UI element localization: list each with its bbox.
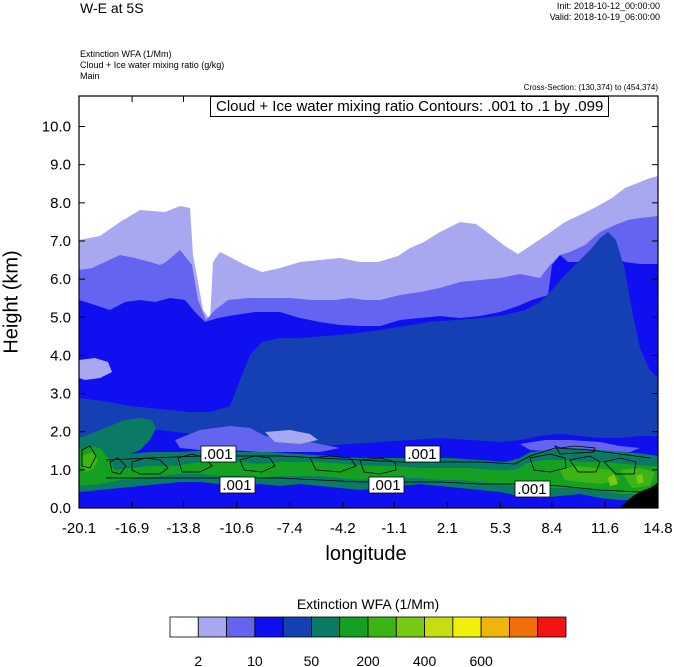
colorbar-label: 200 (356, 653, 380, 667)
y-axis: 0.0 1.0 2.0 3.0 4.0 5.0 6.0 7.0 8.0 9.0 10.0 (42, 119, 658, 517)
colorbar-swatch (367, 616, 397, 638)
x-tick-label: -7.4 (277, 520, 303, 537)
x-tick-label: 2.1 (437, 520, 458, 537)
colorbar-swatch (311, 616, 341, 638)
colorbar-swatch (395, 616, 425, 638)
x-tick-label: 5.3 (490, 520, 511, 537)
y-tick-label: 4.0 (50, 347, 71, 364)
y-axis-title: Height (km) (0, 250, 23, 354)
colorbar-swatch (480, 616, 510, 638)
contour-label: .001 (371, 477, 400, 494)
colorbar-swatch (282, 616, 312, 638)
colorbar-swatch (424, 616, 454, 638)
colorbar-swatch (537, 616, 567, 638)
y-tick-label: 9.0 (50, 157, 71, 174)
colorbar-swatch (509, 616, 539, 638)
x-tick-label: -10.6 (220, 520, 254, 537)
colorbar-swatch (254, 616, 284, 638)
y-tick-label: 0.0 (50, 500, 71, 517)
contour-label: .001 (222, 477, 251, 494)
x-tick-label: 11.6 (591, 520, 619, 537)
colorbar-label: 400 (413, 653, 437, 667)
colorbar-swatch (452, 616, 482, 638)
y-tick-label: 7.0 (50, 233, 71, 250)
x-tick-label: -20.1 (62, 520, 96, 537)
extinction-field (79, 96, 658, 508)
valid-time: Valid: 2018-10-19_06:00:00 (549, 12, 660, 22)
plot-title: W-E at 5S (80, 0, 144, 16)
colorbar-swatch (339, 616, 369, 638)
colorbar-label: 10 (247, 653, 263, 667)
colorbar-swatch (197, 616, 227, 638)
x-axis-title: longitude (325, 543, 407, 565)
colorbar-label: 2 (194, 653, 202, 667)
x-tick-label: -4.2 (330, 520, 356, 537)
contour-label: .001 (203, 446, 232, 463)
contour-info-box: Cloud + Ice water mixing ratio Contours:… (210, 96, 610, 117)
cross-section-label: Cross-Section: (130,374) to (454,374) (523, 83, 658, 92)
colorbar: 2 10 50 200 400 600 (169, 616, 567, 667)
field-name-main: Main (80, 71, 100, 81)
x-tick-label: 8.4 (541, 520, 562, 537)
contour-labels: .001 .001 .001 .001 .001 (200, 445, 551, 498)
colorbar-swatch (226, 616, 256, 638)
colorbar-title: Extinction WFA (1/Mm) (296, 596, 440, 612)
y-tick-label: 2.0 (50, 424, 71, 441)
x-axis: -20.1 -16.9 -13.8 -10.6 -7.4 -4.2 -1.1 2.1 5.3 8.… (62, 96, 673, 537)
contour-label: .001 (407, 446, 436, 463)
y-tick-label: 10.0 (42, 119, 71, 136)
y-tick-label: 1.0 (50, 462, 71, 479)
x-tick-label: -16.9 (115, 520, 149, 537)
field-name-mixing-ratio: Cloud + Ice water mixing ratio (g/kg) (80, 60, 225, 70)
y-tick-label: 3.0 (50, 386, 71, 403)
colorbar-swatch (169, 616, 199, 638)
colorbar-label: 600 (469, 653, 493, 667)
y-tick-label: 6.0 (50, 271, 71, 288)
x-tick-label: 14.8 (643, 520, 672, 537)
field-name-extinction: Extinction WFA (1/Mm) (80, 49, 172, 59)
init-time: Init: 2018-10-12_00:00:00 (556, 1, 660, 11)
y-tick-label: 5.0 (50, 309, 71, 326)
colorbar-label: 50 (304, 653, 320, 667)
contour-label: .001 (517, 481, 546, 498)
x-tick-label: -1.1 (381, 520, 407, 537)
y-tick-label: 8.0 (50, 195, 71, 212)
x-tick-label: -13.8 (166, 520, 200, 537)
